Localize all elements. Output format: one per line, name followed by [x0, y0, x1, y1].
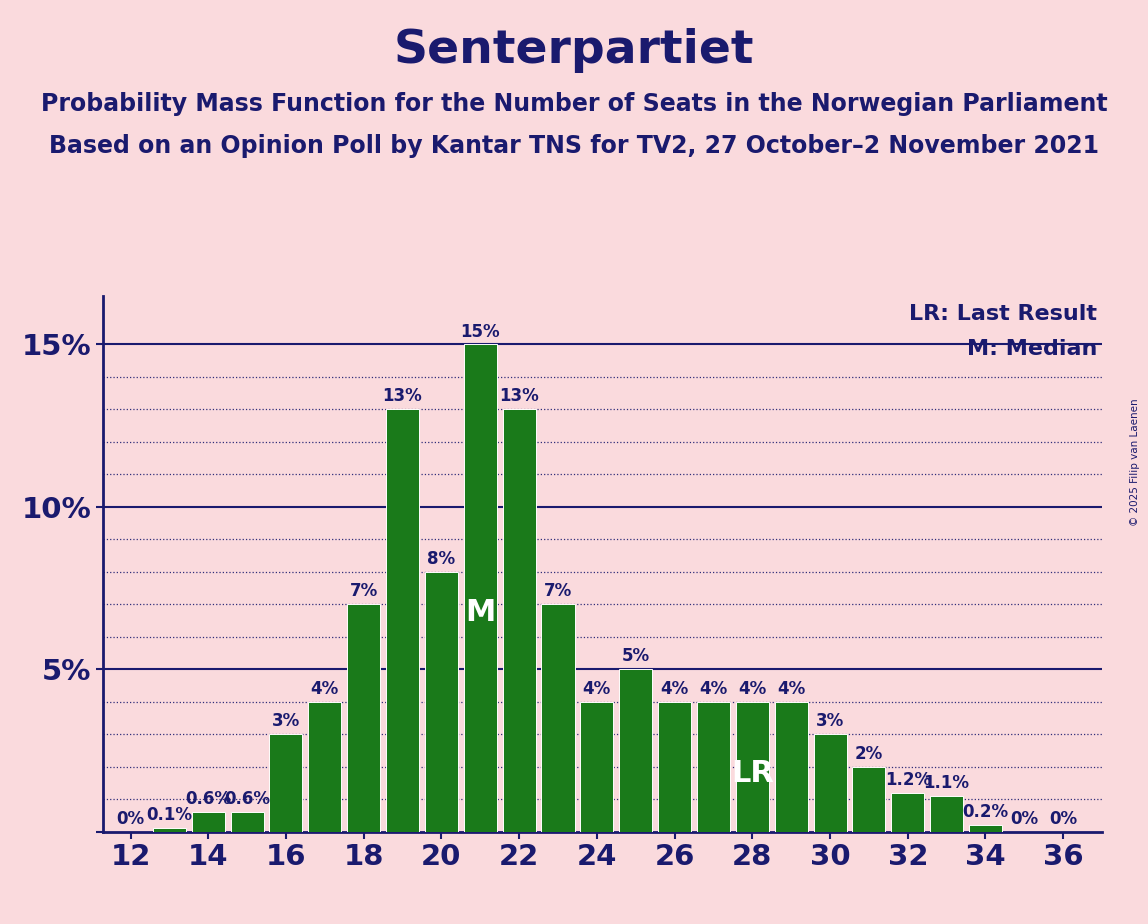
Bar — [192, 812, 225, 832]
Text: M: Median: M: Median — [967, 338, 1097, 359]
Bar — [347, 604, 380, 832]
Bar — [697, 701, 730, 832]
Text: 7%: 7% — [544, 582, 572, 601]
Text: © 2025 Filip van Laenen: © 2025 Filip van Laenen — [1130, 398, 1140, 526]
Bar — [425, 572, 458, 832]
Bar — [969, 825, 1002, 832]
Bar — [503, 409, 536, 832]
Bar — [658, 701, 691, 832]
Text: 0.1%: 0.1% — [147, 807, 193, 824]
Text: 0%: 0% — [1010, 809, 1039, 828]
Text: 4%: 4% — [583, 680, 611, 698]
Text: 8%: 8% — [427, 550, 456, 568]
Bar — [891, 793, 924, 832]
Text: 4%: 4% — [777, 680, 805, 698]
Text: 13%: 13% — [382, 387, 422, 406]
Text: 4%: 4% — [738, 680, 767, 698]
Text: 3%: 3% — [272, 712, 300, 730]
Text: 0.6%: 0.6% — [224, 790, 270, 808]
Text: 0.2%: 0.2% — [962, 803, 1009, 821]
Bar — [736, 701, 769, 832]
Text: 4%: 4% — [699, 680, 728, 698]
Text: 0%: 0% — [1049, 809, 1077, 828]
Text: 15%: 15% — [460, 322, 501, 341]
Text: Senterpartiet: Senterpartiet — [394, 28, 754, 73]
Text: 1.1%: 1.1% — [924, 774, 970, 792]
Bar — [619, 669, 652, 832]
Text: M: M — [465, 598, 496, 626]
Text: 7%: 7% — [350, 582, 378, 601]
Text: 1.2%: 1.2% — [885, 771, 931, 789]
Text: LR: Last Result: LR: Last Result — [909, 304, 1097, 323]
Text: 0%: 0% — [116, 809, 145, 828]
Bar — [231, 812, 264, 832]
Text: 2%: 2% — [855, 745, 883, 762]
Bar — [775, 701, 808, 832]
Bar — [930, 796, 963, 832]
Text: Based on an Opinion Poll by Kantar TNS for TV2, 27 October–2 November 2021: Based on an Opinion Poll by Kantar TNS f… — [49, 134, 1099, 158]
Text: 4%: 4% — [311, 680, 339, 698]
Bar — [814, 735, 846, 832]
Text: 13%: 13% — [499, 387, 540, 406]
Bar — [852, 767, 885, 832]
Text: 4%: 4% — [660, 680, 689, 698]
Text: LR: LR — [731, 759, 774, 787]
Text: 5%: 5% — [622, 648, 650, 665]
Bar — [464, 345, 497, 832]
Text: 3%: 3% — [816, 712, 844, 730]
Bar — [270, 735, 302, 832]
Bar — [386, 409, 419, 832]
Text: Probability Mass Function for the Number of Seats in the Norwegian Parliament: Probability Mass Function for the Number… — [40, 92, 1108, 116]
Bar — [581, 701, 613, 832]
Bar — [542, 604, 574, 832]
Text: 0.6%: 0.6% — [185, 790, 231, 808]
Bar — [309, 701, 341, 832]
Bar — [153, 828, 186, 832]
